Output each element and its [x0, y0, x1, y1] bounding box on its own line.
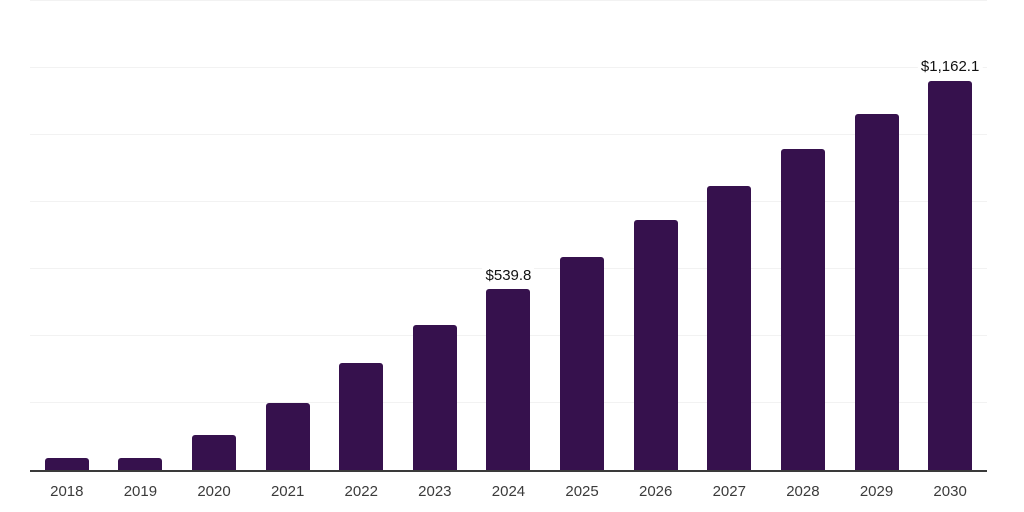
bar-slot-2019 [104, 1, 178, 470]
bar-2025[interactable] [560, 256, 605, 470]
bar-slot-2020 [177, 1, 251, 470]
x-tick-label-2019: 2019 [123, 483, 158, 500]
bar-slot-2022 [324, 1, 398, 470]
x-axis-labels: 2018 2019 2020 2021 2022 2023 2024 2025 2026 2027… [30, 481, 987, 503]
bar-2026[interactable] [633, 220, 678, 470]
x-tick-label-2025: 2025 [565, 483, 599, 500]
bar-slot-2029 [840, 1, 914, 470]
x-tick-label-2029: 2029 [859, 483, 894, 500]
x-tick-label-2022: 2022 [344, 483, 378, 500]
bar-2022[interactable] [339, 362, 384, 470]
x-tick-label-2021: 2021 [270, 483, 305, 500]
bar-2028[interactable] [780, 149, 825, 470]
bar-slot-2024: $539.8 [472, 1, 546, 470]
bars-layer: $539.8 $1,162.1 [30, 1, 987, 470]
x-tick-label-2026: 2026 [638, 483, 673, 500]
bar-slot-2021 [251, 1, 325, 470]
bar-2020[interactable] [192, 434, 237, 470]
x-tick-label-2018: 2018 [50, 483, 84, 500]
gridline [30, 67, 987, 68]
bar-2023[interactable] [412, 324, 457, 470]
bar-2030[interactable] [928, 80, 973, 470]
bar-slot-2027 [692, 1, 766, 470]
x-axis-line [30, 470, 987, 472]
bar-slot-2028 [766, 1, 840, 470]
bar-2018[interactable] [44, 457, 89, 470]
x-tick-label-2023: 2023 [418, 483, 452, 500]
x-tick-label-2020: 2020 [197, 483, 231, 500]
x-tick-label-2030: 2030 [933, 483, 967, 500]
bar-slot-2018 [30, 1, 104, 470]
gridline [30, 201, 987, 202]
bar-slot-2030: $1,162.1 [913, 1, 987, 470]
bar-2019[interactable] [118, 457, 163, 470]
bar-slot-2025 [545, 1, 619, 470]
bar-2024[interactable] [486, 289, 531, 470]
bar-slot-2023 [398, 1, 472, 470]
bar-2021[interactable] [265, 403, 310, 470]
bar-2027[interactable] [707, 185, 752, 470]
plot-area: $539.8 $1,162.1 [30, 0, 987, 472]
gridline [30, 0, 987, 1]
bar-2029[interactable] [854, 113, 899, 470]
x-tick-label-2027: 2027 [712, 483, 746, 500]
x-tick-label-2028: 2028 [786, 483, 820, 500]
value-label-2030: $1,162.1 [917, 59, 983, 76]
gridline [30, 134, 987, 135]
bar-slot-2026 [619, 1, 693, 470]
x-tick-label-2024: 2024 [491, 483, 526, 500]
value-label-2024: $539.8 [482, 267, 535, 285]
